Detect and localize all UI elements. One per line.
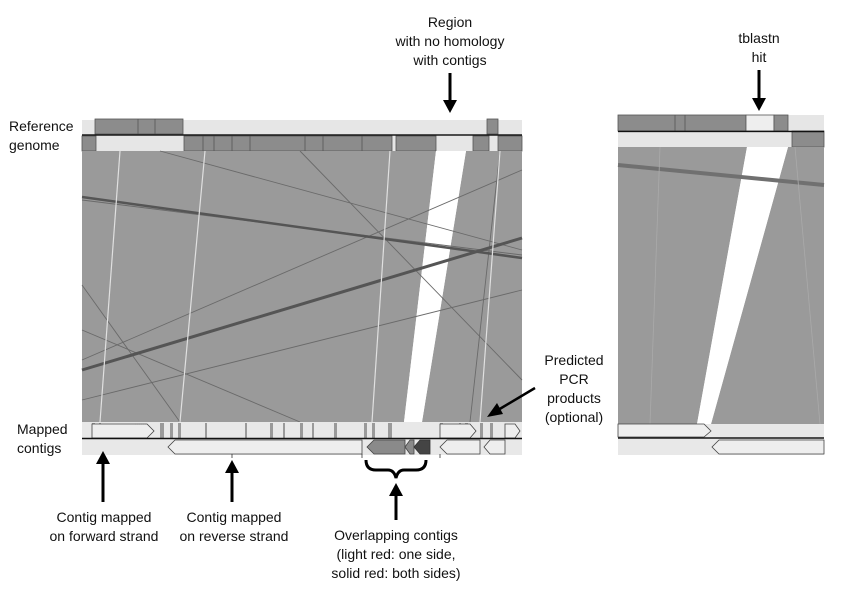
reference-feature (81, 135, 97, 152)
reference-feature (94, 118, 184, 135)
label-line: solid red: both sides) (331, 565, 460, 581)
contig-axis-ticks (231, 454, 441, 458)
gap-region (404, 151, 466, 422)
contig-reverse (711, 439, 825, 455)
contig-reverse (167, 439, 363, 455)
homology-band (82, 151, 436, 422)
right-panel (617, 114, 825, 455)
gap-region (697, 147, 788, 424)
arrow-head (389, 483, 403, 496)
alignment-lines-strong (81, 195, 523, 372)
annotation-region-no-homology: Region with no homology with contigs (395, 14, 505, 113)
reference-track-upper (82, 120, 522, 134)
arrow-shaft (497, 386, 536, 412)
label-line: Overlapping contigs (334, 527, 458, 543)
label-line: Predicted (544, 352, 603, 368)
curly-brace (364, 459, 428, 479)
label-line: Mapped (17, 421, 68, 437)
contig-forward (504, 423, 521, 439)
homology-band (618, 147, 747, 424)
arrow-head (752, 98, 766, 111)
contig-reverse (483, 439, 506, 455)
label-line: with contigs (412, 52, 486, 68)
annotation-contig-forward: Contig mapped on forward strand (50, 451, 159, 544)
contig-forward (91, 423, 155, 439)
label-line: (optional) (545, 409, 603, 425)
label-line: with no homology (395, 33, 505, 49)
contig-forward (617, 423, 712, 438)
tblastn-hit-box (745, 114, 775, 132)
annotation-tblastn-hit: tblastn hit (738, 30, 780, 111)
label-line: Contig mapped (187, 509, 282, 525)
contig-overlap-one-side (366, 439, 406, 455)
alignment-lines-light (99, 150, 501, 423)
annotation-mapped-contigs: Mapped contigs (17, 421, 68, 456)
arrow-head (487, 403, 503, 417)
label-line: PCR (559, 371, 589, 387)
annotation-reference-genome: Reference genome (9, 118, 74, 153)
contig-overlap-both-sides (413, 439, 431, 455)
label-line: tblastn (738, 30, 779, 46)
arrow-head (225, 460, 239, 473)
left-panel (81, 118, 523, 458)
label-line: Region (428, 14, 472, 30)
annotation-predicted-pcr: Predicted PCR products (optional) (487, 352, 604, 425)
label-line: hit (752, 49, 767, 65)
reference-feature (395, 135, 437, 152)
reference-feature (773, 114, 789, 132)
reference-feature (791, 130, 825, 148)
reference-feature (617, 114, 747, 132)
label-line: Reference (9, 118, 74, 134)
contig-forward (439, 423, 477, 439)
label-line: Contig mapped (57, 509, 152, 525)
reference-track-lower (618, 133, 824, 147)
label-line: (light red: one side, (336, 546, 455, 562)
reference-feature (472, 135, 490, 152)
label-line: products (547, 390, 601, 406)
label-line: on forward strand (50, 528, 159, 544)
reference-feature (183, 135, 393, 152)
alignment-line (617, 163, 825, 187)
reference-feature (497, 135, 523, 152)
homology-band (711, 147, 824, 424)
label-line: on reverse strand (180, 528, 289, 544)
arrow-head (96, 451, 110, 464)
annotation-overlapping-contigs: Overlapping contigs (light red: one side… (331, 459, 461, 581)
label-line: genome (9, 137, 60, 153)
contig-overlap-one-side (404, 439, 415, 455)
annotation-contig-reverse: Contig mapped on reverse strand (180, 460, 289, 544)
label-line: contigs (17, 440, 61, 456)
reference-feature (486, 118, 499, 135)
arrow-head (443, 100, 457, 113)
contig-reverse (439, 439, 481, 455)
